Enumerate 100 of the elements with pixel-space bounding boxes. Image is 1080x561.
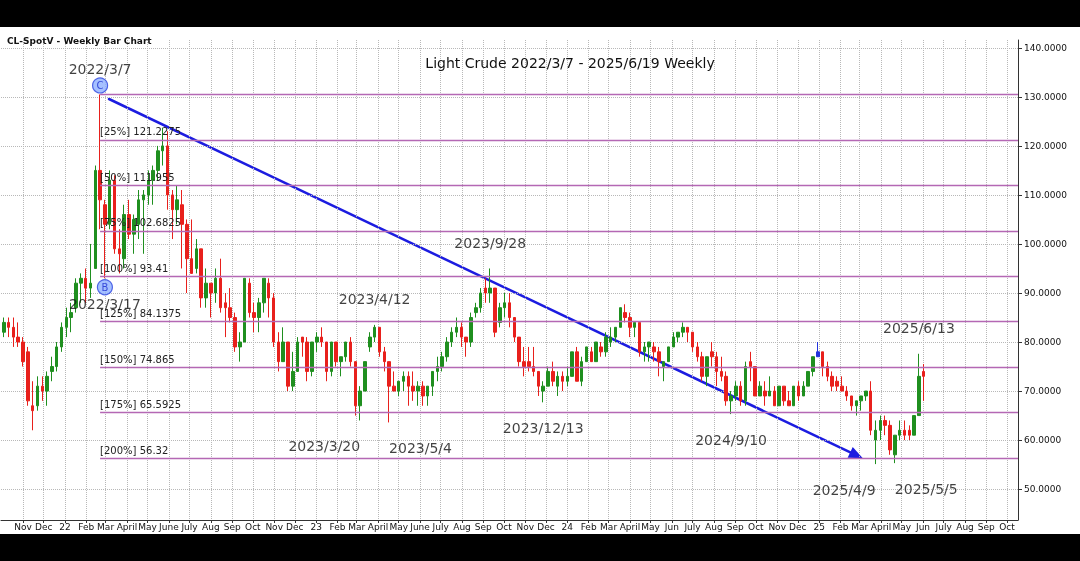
- candlestick: [777, 385, 781, 407]
- annotation: 2022/3/7: [68, 60, 132, 77]
- candlestick: [691, 331, 694, 353]
- candlestick: [281, 326, 285, 363]
- x-tick-label: Aug: [956, 521, 974, 532]
- x-tick-label: Mar: [851, 521, 869, 532]
- annotation: 2023/12/13: [502, 419, 584, 436]
- x-tick-label: April: [870, 521, 892, 532]
- candlestick: [869, 380, 872, 436]
- candlestick: [484, 277, 487, 304]
- candlestick: [580, 356, 583, 387]
- x-tick-label: July: [683, 521, 702, 532]
- x-tick-label: April: [367, 521, 389, 532]
- x-tick-label: June: [409, 521, 431, 532]
- x-tick-label: Dec: [789, 521, 807, 532]
- candlestick: [556, 370, 559, 397]
- x-tick-label: July: [431, 521, 450, 532]
- y-tick-label: 100.0000: [1024, 238, 1068, 249]
- x-tick-label: 22: [59, 521, 71, 532]
- x-tick-label: Feb: [78, 521, 95, 532]
- x-tick-label: Oct: [999, 521, 1016, 532]
- candlestick: [195, 238, 198, 274]
- candlestick: [416, 380, 420, 407]
- candlestick: [98, 93, 102, 230]
- x-tick-label: Sep: [977, 521, 996, 532]
- candlestick: [797, 380, 800, 402]
- x-tick-label: Dec: [34, 521, 53, 532]
- candlestick: [305, 336, 309, 382]
- candlestick: [604, 331, 608, 358]
- y-tick-label: 140.0000: [1024, 42, 1068, 53]
- x-tick-label: Dec: [286, 521, 304, 532]
- candlestick: [132, 214, 136, 255]
- x-tick-label: Feb: [832, 521, 849, 532]
- x-tick-label: Feb: [329, 521, 346, 532]
- x-tick-label: July: [180, 521, 199, 532]
- candlestick: [94, 165, 97, 269]
- annotation: B: [101, 281, 109, 293]
- candlestick: [199, 248, 203, 309]
- x-tick-label: May: [892, 521, 912, 532]
- candlestick: [277, 331, 280, 372]
- candlestick: [325, 341, 328, 382]
- candlestick: [773, 385, 776, 407]
- candlestick: [455, 317, 458, 338]
- candlestick: [561, 370, 564, 392]
- candlestick: [585, 346, 588, 363]
- candlestick: [850, 395, 853, 412]
- candlestick: [739, 380, 742, 407]
- annotation: 2023/9/28: [454, 234, 527, 251]
- candlestick: [763, 380, 767, 407]
- x-tick-label: Feb: [580, 521, 597, 532]
- candlestick: [60, 321, 63, 353]
- x-tick-label: May: [641, 521, 661, 532]
- x-tick-label: 25: [813, 521, 825, 532]
- x-tick-label: 24: [561, 521, 574, 532]
- candlestick: [204, 267, 208, 309]
- candlestick: [2, 317, 6, 338]
- candlestick: [334, 341, 338, 368]
- candlestick: [879, 415, 882, 441]
- y-tick-label: 80.0000: [1024, 337, 1062, 348]
- text: Light Crude 2022/3/7 - 2025/6/19 Weekly: [425, 55, 715, 71]
- candlestick: [662, 361, 665, 382]
- candlestick: [638, 321, 641, 358]
- annotation: 2025/4/9: [812, 481, 876, 498]
- candlestick: [7, 317, 10, 338]
- y-tick-label: 90.0000: [1024, 287, 1062, 298]
- ref-line-label: [175%] 65.5925: [100, 399, 182, 411]
- annotation: 2023/5/4: [389, 439, 453, 456]
- y-tick-label: 60.0000: [1024, 435, 1062, 446]
- x-tick-label: Nov: [768, 521, 787, 532]
- x-tick-label: Aug: [202, 521, 220, 532]
- x-tick-label: April: [619, 521, 641, 532]
- candlestick: [469, 312, 473, 348]
- x-tick-label: April: [116, 521, 138, 532]
- candlestick: [686, 326, 689, 343]
- candlestick: [41, 375, 44, 402]
- x-tick-label: Mar: [97, 521, 115, 532]
- candlestick: [908, 424, 911, 441]
- candlestick: [36, 375, 39, 412]
- x-tick-label: May: [389, 521, 409, 532]
- candlestick: [209, 282, 213, 319]
- candlestick: [378, 326, 381, 358]
- candlestick: [903, 419, 906, 441]
- x-tick-label: Nov: [265, 521, 284, 532]
- candlestick: [31, 380, 34, 431]
- candlestick: [488, 267, 492, 304]
- x-tick-label: Mar: [600, 521, 618, 532]
- candlestick: [647, 341, 651, 363]
- x-tick-label: Sep: [223, 521, 241, 532]
- y-tick-label: 130.0000: [1024, 91, 1068, 102]
- x-tick-label: Nov: [516, 521, 535, 532]
- candlestick: [320, 326, 323, 348]
- candlestick: [874, 419, 877, 465]
- x-tick-label: Aug: [453, 521, 471, 532]
- candlestick: [421, 380, 425, 407]
- candlestick: [922, 363, 925, 402]
- x-tick-label: May: [138, 521, 158, 532]
- candlestick: [431, 370, 434, 397]
- ref-line-label: [125%] 84.1375: [100, 308, 182, 320]
- annotation: 2025/5/5: [894, 480, 958, 497]
- x-tick-label: Jun: [915, 521, 931, 532]
